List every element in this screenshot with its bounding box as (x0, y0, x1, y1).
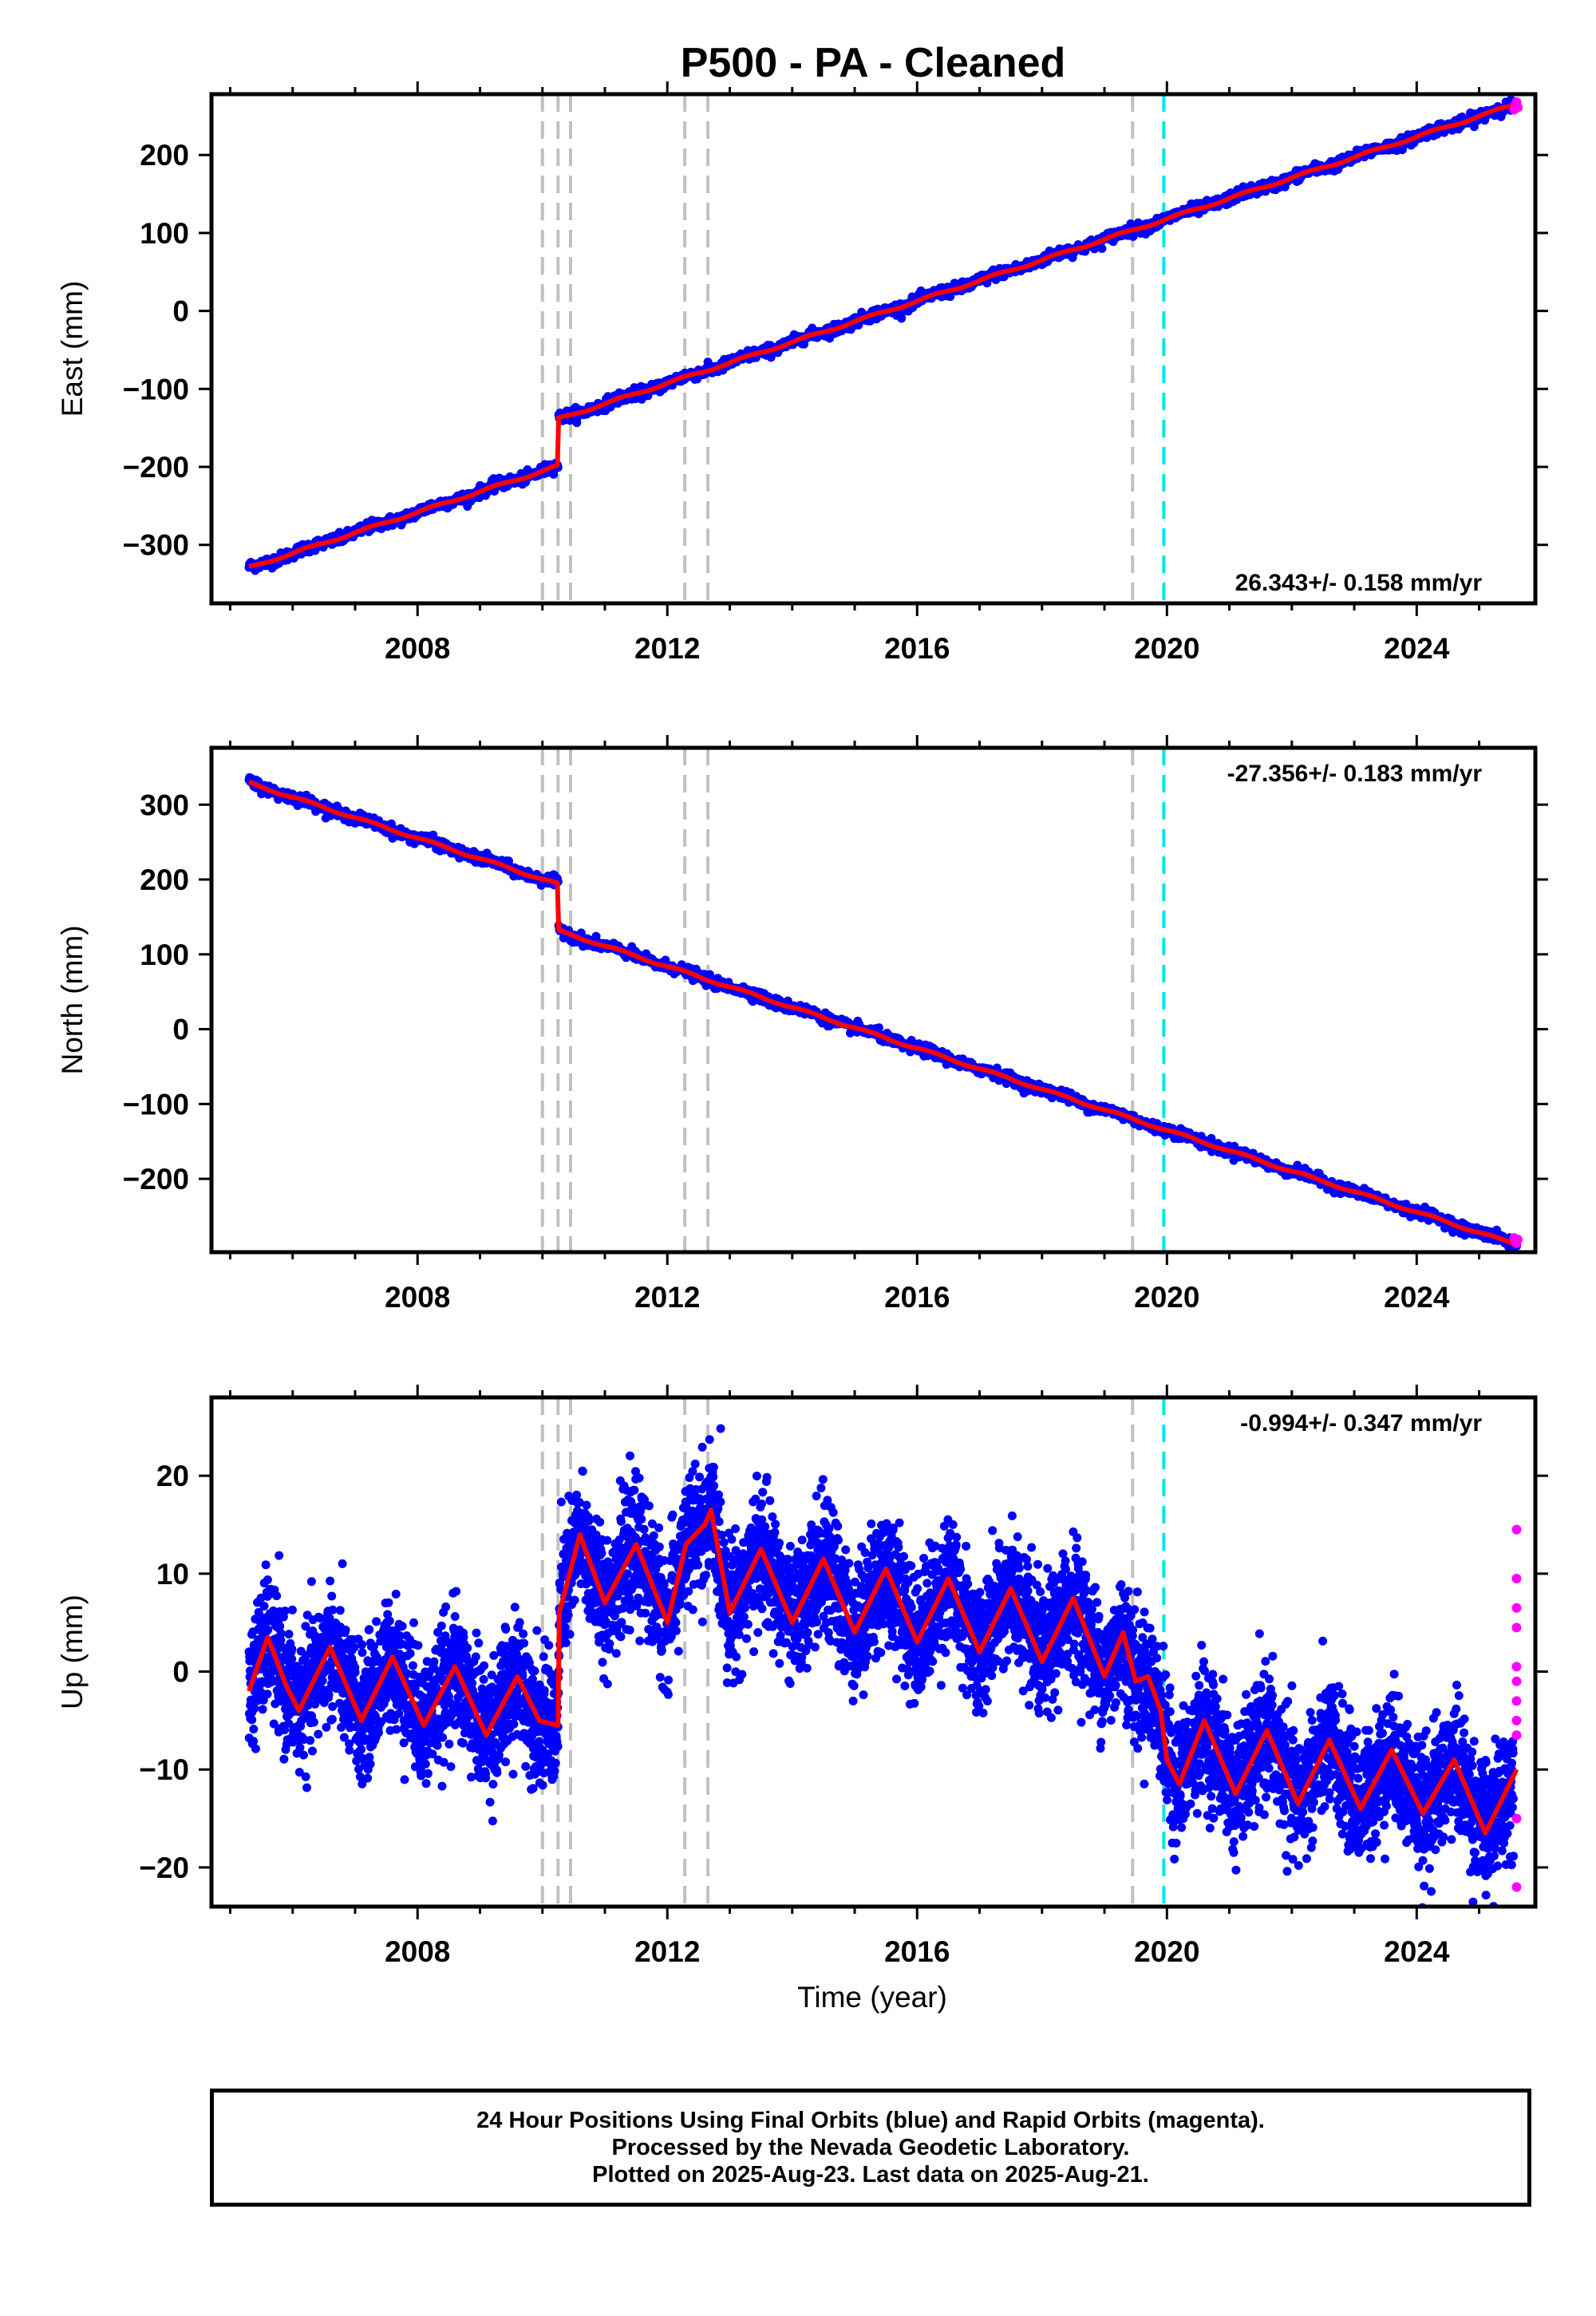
panel-east: −300 −200 −100 0 100 200 2008 2012 2016 2020 2024 E… (56, 81, 1548, 665)
data-point (385, 1616, 394, 1626)
data-point (284, 1630, 294, 1639)
y-tick-label: 300 (140, 788, 189, 821)
plot-area-north (244, 748, 1523, 1252)
data-point (263, 1625, 273, 1634)
data-point (306, 1577, 316, 1587)
y-tick-label: 0 (172, 295, 189, 328)
data-point (247, 1715, 257, 1725)
y-tick-label: 100 (140, 217, 189, 250)
x-tick-label: 2020 (1134, 632, 1199, 665)
data-point (1097, 243, 1107, 253)
data-point (338, 1559, 347, 1568)
data-point (250, 1704, 259, 1713)
data-point (363, 1773, 373, 1783)
x-tick-label: 2012 (634, 632, 700, 665)
data-point (261, 1560, 271, 1570)
x-tick-label: 2008 (385, 632, 450, 665)
data-point (372, 1617, 381, 1626)
plot-area-up (244, 1397, 1522, 1907)
figure-title: P500 - PA - Cleaned (681, 40, 1066, 86)
x-tick-label: 2016 (884, 1281, 950, 1314)
data-point (327, 1714, 337, 1724)
rapid-orbit-points-east (1509, 97, 1523, 115)
data-point (287, 1654, 297, 1664)
data-point (263, 1690, 272, 1699)
y-tick-label: −200 (123, 451, 189, 484)
data-point (328, 1605, 338, 1614)
data-point (276, 1629, 286, 1638)
panel-north: −200 −100 0 100 200 300 2008 2012 2016 2020 2024 No… (56, 735, 1548, 1314)
data-point (384, 1598, 393, 1607)
x-tick-label: 2016 (884, 632, 950, 665)
data-point (365, 1625, 374, 1634)
y-tick-label: −100 (123, 1088, 189, 1120)
y-axis-label-east: East (mm) (56, 281, 89, 417)
x-tick-label: 2008 (385, 1281, 450, 1314)
rate-annotation-east: 26.343+/- 0.158 mm/yr (1235, 570, 1483, 596)
data-point (263, 1575, 272, 1584)
y-tick-label: 100 (140, 939, 189, 971)
rapid-point (1513, 102, 1523, 113)
plot-frame-north (209, 745, 1538, 1255)
data-point (301, 1772, 310, 1781)
data-point (357, 1745, 366, 1754)
x-tick-label: 2024 (1384, 1281, 1450, 1314)
data-point (287, 1645, 297, 1654)
y-tick-label: −100 (123, 373, 189, 405)
data-point (314, 1729, 323, 1739)
x-tick-label: 2012 (634, 1281, 700, 1314)
data-point (299, 1750, 308, 1760)
data-point (251, 1744, 260, 1753)
y-tick-label: 200 (140, 139, 189, 172)
data-point (335, 1606, 345, 1615)
data-point (318, 1676, 327, 1686)
data-point (279, 1754, 289, 1764)
data-point (327, 1591, 337, 1601)
data-point (350, 1668, 360, 1677)
x-tick-label: 2020 (1134, 1281, 1199, 1314)
data-point (341, 1625, 350, 1634)
y-tick-label: −200 (123, 1163, 189, 1196)
plot-frame-east (209, 92, 1538, 606)
data-point (345, 1745, 354, 1755)
data-point (275, 1551, 284, 1560)
y-tick-label: 0 (172, 1014, 189, 1046)
data-point (875, 1023, 883, 1033)
data-point (373, 1728, 383, 1737)
model-curve-east (247, 102, 1518, 569)
data-point (897, 314, 907, 323)
data-point (324, 1690, 334, 1699)
data-point (302, 1783, 311, 1792)
data-point (358, 1640, 366, 1650)
data-point (326, 1576, 335, 1586)
data-point (308, 1746, 317, 1756)
data-point (249, 1737, 259, 1746)
data-point (258, 1705, 267, 1714)
data-point (287, 1605, 297, 1614)
data-point (358, 1648, 367, 1658)
final-orbit-points-up (244, 1424, 1519, 1907)
data-point (249, 1725, 259, 1734)
data-point (306, 1736, 315, 1745)
plot-area-east (244, 94, 1523, 603)
y-tick-label: 200 (140, 864, 189, 896)
data-point (1469, 122, 1479, 132)
data-point (272, 1591, 282, 1601)
data-point (309, 1717, 318, 1727)
data-point (259, 1602, 269, 1611)
y-tick-label: −300 (123, 529, 189, 562)
y-axis-label-north: North (mm) (56, 925, 89, 1074)
data-point (365, 1759, 375, 1769)
rate-annotation-north: -27.356+/- 0.183 mm/yr (1227, 761, 1483, 787)
rapid-point (1513, 1235, 1523, 1245)
data-point (350, 1642, 359, 1652)
x-tick-label: 2024 (1384, 632, 1450, 665)
